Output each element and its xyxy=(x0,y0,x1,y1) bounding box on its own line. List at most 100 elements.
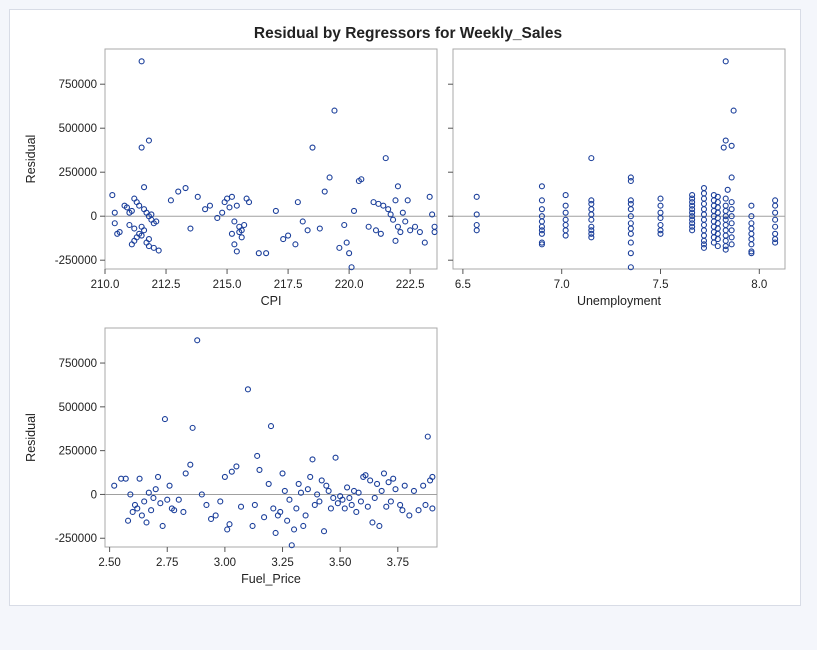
panel-2-data-point xyxy=(772,216,779,223)
panel-3-data-point xyxy=(189,424,196,431)
panel-3-data-point xyxy=(399,507,406,514)
panel-2-xtick-label: 8.0 xyxy=(751,279,767,291)
panel-2-data-point xyxy=(689,206,696,213)
panel-1-data-point xyxy=(390,216,397,223)
panel-1-data-point xyxy=(411,223,419,230)
panel-3-data-point xyxy=(254,452,261,459)
panel-2-data-point xyxy=(588,155,595,162)
panel-1-data-point xyxy=(145,236,152,243)
panel-1-data-point xyxy=(429,211,436,218)
panel-1-data-point xyxy=(226,204,233,211)
panel-3-data-point xyxy=(325,487,332,494)
panel-3-data-point xyxy=(367,477,374,484)
panel-2-data-point xyxy=(728,241,735,248)
panel-3-data-point xyxy=(302,512,309,519)
panel-3-data-point xyxy=(429,473,436,480)
panel-3-data-point xyxy=(371,494,378,501)
panel-3-data-point xyxy=(233,463,240,470)
panel-3-data-point xyxy=(378,487,385,494)
panel-1-data-point xyxy=(382,155,389,162)
panel-3-data-point xyxy=(226,521,233,528)
panel-3-data-point xyxy=(330,494,337,501)
panel-3-data-point xyxy=(157,500,164,507)
panel-2-data-point xyxy=(538,241,545,248)
panel-1-data-point xyxy=(155,247,162,254)
panel-3-data-point xyxy=(224,526,231,533)
panel-2-data-point xyxy=(689,199,696,206)
panel-1-data-point xyxy=(145,137,152,144)
panel-3-ytick-label: 750000 xyxy=(59,358,97,370)
panel-2-data-point xyxy=(473,227,480,234)
panel-1-data-point xyxy=(348,264,355,271)
panel-2-data-point xyxy=(627,197,634,204)
panel-3-data-point xyxy=(281,487,288,494)
panel-1-ytick-label: 250000 xyxy=(59,167,97,179)
panel-1-data-point xyxy=(255,250,262,257)
panel-3-data-point xyxy=(300,522,307,530)
panel-1-data-point xyxy=(397,228,404,236)
panel-3-data-point xyxy=(237,503,245,510)
panel-1-data-point xyxy=(392,197,399,204)
panel-3-data-point xyxy=(270,505,277,512)
panel-1-xtick-label: 220.0 xyxy=(335,279,364,291)
panel-1-data-point xyxy=(175,188,182,195)
panel-3-data-point xyxy=(152,486,159,493)
panel-2-data-point xyxy=(722,213,729,220)
panel-1-data-point xyxy=(109,192,116,199)
panel-2-data-point xyxy=(627,230,634,237)
panel-2-data-point xyxy=(689,209,696,216)
panel-3-data-point xyxy=(332,454,339,461)
panel-3-data-point xyxy=(228,468,235,475)
panel-2-data-point xyxy=(689,213,696,220)
panel-2-frame xyxy=(452,48,786,270)
panel-3-data-point xyxy=(203,501,210,509)
panel-2-data-point xyxy=(748,241,755,248)
panel-3-xtick-label: 3.25 xyxy=(271,557,293,569)
panel-2-x-axis-label: Unemployment xyxy=(577,294,662,308)
panel-1-data-point xyxy=(263,250,270,257)
panel-2-data-point xyxy=(722,243,729,250)
panel-3-data-point xyxy=(164,496,171,503)
panel-1-data-point xyxy=(316,225,323,232)
panel-1-data-point xyxy=(128,207,135,214)
panel-1-xtick-label: 222.5 xyxy=(396,279,425,291)
panel-3-data-point xyxy=(134,505,141,512)
panel-1-data-point xyxy=(394,183,401,190)
panel-2-data-point xyxy=(772,223,779,230)
panel-2-data-point xyxy=(728,227,735,234)
panel-1-x-axis-label: CPI xyxy=(261,294,282,308)
panel-2-xtick-label: 7.0 xyxy=(554,279,570,291)
panel-1-data-point xyxy=(392,237,399,244)
panel-1-data-point xyxy=(150,244,157,251)
panel-3-data-point xyxy=(422,501,429,509)
panel-2-data-point xyxy=(748,213,755,220)
panel-1-data-point xyxy=(111,209,118,216)
panel-2-data-point xyxy=(730,107,737,114)
panel-1-data-point xyxy=(238,234,245,241)
panel-3-data-point xyxy=(284,517,291,524)
panel-1-data-point xyxy=(241,221,248,229)
panel-1-data-point xyxy=(343,239,350,246)
panel-1-y-axis-label: Residual xyxy=(24,135,38,184)
panel-1-data-point xyxy=(387,211,394,218)
panel-3-data-point xyxy=(249,522,256,530)
panel-3-ytick-label: 500000 xyxy=(59,402,97,414)
panel-3-data-point xyxy=(129,508,136,516)
panel-3-data-point xyxy=(429,505,436,512)
panel-2-data-point xyxy=(728,199,735,206)
panel-1-data-point xyxy=(121,202,128,209)
panel-2-data-point xyxy=(700,244,708,251)
panel-1-data-point xyxy=(341,221,348,229)
panel-2-data-point xyxy=(657,202,664,209)
panel-1-data-point xyxy=(404,197,411,204)
panel-2-data-point xyxy=(728,142,735,149)
panel-2-data-point xyxy=(657,230,664,237)
panel-3-data-point xyxy=(318,477,325,484)
panel-1-data-point xyxy=(294,199,301,206)
residual-plot-grid: Residual by Regressors for Weekly_Sales … xyxy=(24,25,786,586)
panel-2-data-point xyxy=(710,239,717,246)
panel-1-data-point xyxy=(167,197,174,204)
panel-2-data-point xyxy=(714,243,721,250)
panel-3-data-point xyxy=(293,505,300,512)
panel-3-data-point xyxy=(376,522,383,530)
